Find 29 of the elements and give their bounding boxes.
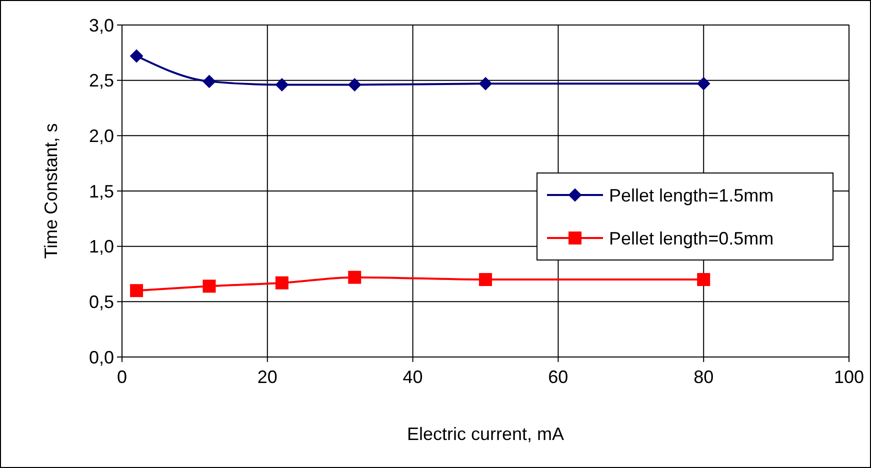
point	[130, 284, 144, 298]
x-axis-title: Electric current, mA	[406, 424, 564, 444]
y-axis-title: Time Constant, s	[41, 123, 61, 259]
point	[479, 273, 492, 286]
point	[348, 270, 362, 284]
y-tick-label: 0,0	[88, 347, 114, 368]
y-tick-label: 2,0	[88, 126, 114, 146]
y-tick-label: 1,5	[88, 181, 114, 202]
point	[130, 49, 144, 62]
y-tick-label: 2,5	[88, 70, 114, 91]
x-tick-label: 40	[402, 367, 423, 387]
y-tick-label: 0,5	[88, 292, 114, 312]
point	[275, 78, 288, 92]
point	[202, 74, 216, 88]
x-tick-label: 20	[257, 367, 278, 387]
legend-label: Pellet length=1.5mm	[609, 185, 774, 206]
point	[275, 276, 288, 290]
y-tick-label: 3,0	[88, 15, 114, 36]
point	[479, 77, 492, 90]
point	[697, 273, 710, 286]
point	[348, 78, 362, 92]
legend-label: Pellet length=0.5mm	[609, 228, 774, 248]
y-tick-label: 1,0	[88, 236, 114, 257]
x-tick-label: 80	[694, 367, 714, 387]
x-tick-label: 100	[834, 367, 864, 387]
point	[202, 280, 216, 293]
x-tick-label: 60	[548, 367, 568, 387]
point	[697, 77, 710, 90]
x-tick-label: 0	[116, 367, 128, 387]
